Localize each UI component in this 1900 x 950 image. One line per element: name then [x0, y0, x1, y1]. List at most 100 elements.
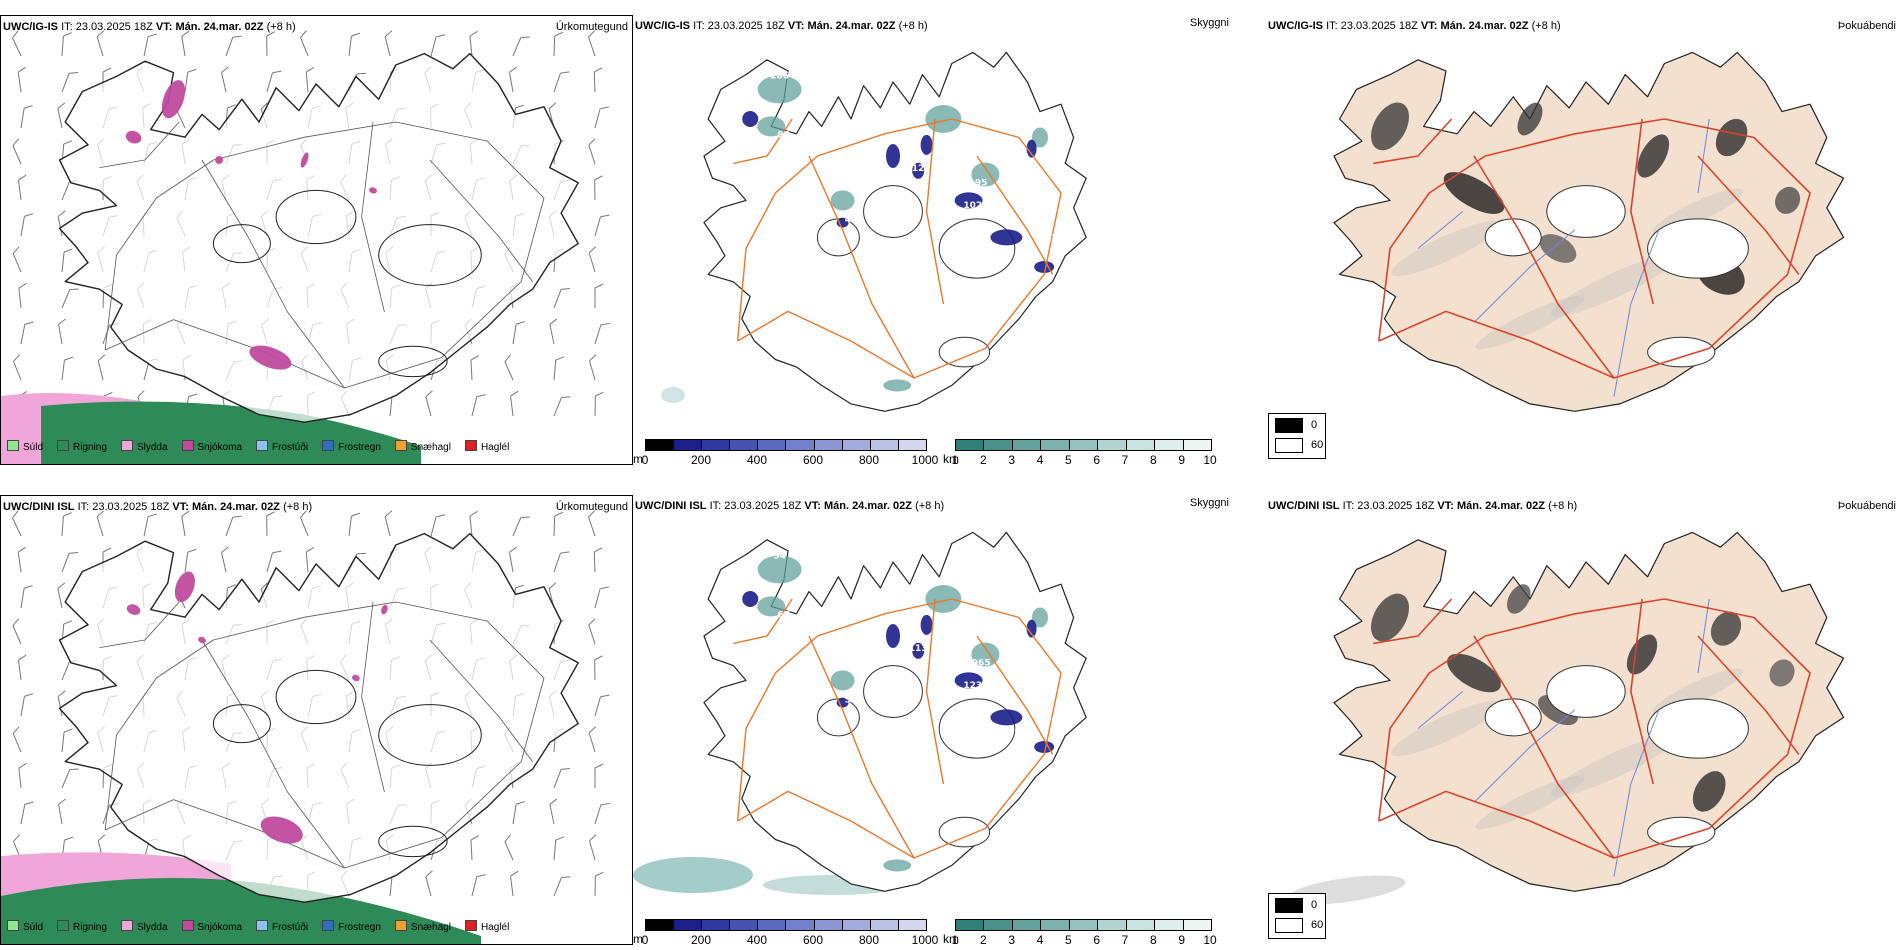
wind-barb	[594, 802, 610, 825]
colorbar-tick-label: 800	[858, 933, 880, 945]
panel-title: UWC/DINI ISL IT: 23.03.2025 18Z VT: Mán.…	[1268, 500, 1578, 512]
wind-barb	[553, 511, 564, 537]
colorbar-swatch	[1041, 920, 1070, 930]
colorbar-tick-label: 1	[951, 453, 959, 465]
glacier-outline	[938, 698, 1016, 759]
glacier-outline	[863, 665, 923, 718]
wind-barb	[594, 655, 603, 681]
low-visibility-patch	[912, 162, 925, 179]
colorbar-swatch	[1155, 440, 1184, 450]
road-line	[1630, 118, 1654, 305]
colorbar-unit: m	[633, 452, 643, 465]
visibility-value-label: 34	[773, 551, 786, 561]
legend-item: Súld	[7, 440, 43, 453]
colorbar-swatches	[955, 919, 1212, 931]
panel-title: UWC/IG-IS IT: 23.03.2025 18Z VT: Mán. 24…	[1268, 20, 1561, 32]
river-line	[1613, 229, 1660, 397]
snow-area	[215, 156, 224, 164]
colorbar-tick-label: 7	[1121, 453, 1129, 465]
legend-item: Haglél	[464, 440, 509, 453]
legend-item: Haglél	[464, 920, 509, 933]
legend-swatch	[255, 440, 268, 451]
visibility-patch	[971, 162, 1000, 187]
panel-title: UWC/IG-IS IT: 23.03.2025 18Z VT: Mán. 24…	[3, 21, 296, 33]
wind-barb	[20, 801, 34, 825]
visibility-colorbar-m: m 0 200 400 600 800 1000	[633, 435, 948, 465]
variable-label: Skyggni	[1189, 17, 1229, 29]
visibility-value-label: 123	[963, 681, 982, 691]
wind-barb	[20, 585, 33, 609]
road-line	[99, 121, 180, 168]
snow-area	[125, 130, 142, 144]
legend-item: Snjókoma	[181, 440, 242, 453]
colorbar-tick-label: 5	[1064, 933, 1072, 945]
legend-swatch	[394, 920, 407, 931]
colorbar-swatch	[842, 440, 871, 450]
low-visibility-patch	[920, 614, 933, 635]
low-visibility-patch	[1026, 139, 1037, 158]
wind-barb	[510, 390, 519, 417]
low-visibility-patch	[1034, 741, 1055, 753]
legend-item: Snjókoma	[181, 920, 242, 933]
wind-barb	[588, 510, 596, 537]
panel-title: UWC/DINI ISL IT: 23.03.2025 18Z VT: Mán.…	[3, 501, 313, 513]
legend-swatch	[322, 920, 335, 931]
visibility-patch	[830, 190, 855, 211]
low-visibility-patch	[912, 642, 925, 659]
wind-barb	[61, 71, 79, 93]
sea-visibility-patch	[633, 857, 753, 893]
legend-swatch	[464, 920, 477, 931]
fog-shading-light	[1550, 253, 1678, 318]
wind-barb	[305, 66, 315, 93]
visibility-patch	[883, 379, 912, 392]
visibility-patch	[883, 859, 912, 872]
wind-barb	[504, 354, 514, 381]
colorbar-swatch	[758, 920, 787, 930]
wind-barb	[593, 67, 603, 93]
wind-barb	[96, 510, 104, 537]
wind-barb	[430, 34, 446, 57]
wind-barb	[594, 391, 604, 417]
glacier-outline	[1484, 218, 1542, 257]
colorbar-swatch	[786, 440, 815, 450]
wind-barb	[594, 586, 610, 609]
fog-shading	[1769, 659, 1795, 687]
wind-barb	[18, 654, 27, 681]
fog-shading	[1447, 653, 1501, 693]
road-line	[733, 598, 793, 645]
wind-barb	[348, 512, 361, 537]
glacier-outline	[938, 336, 991, 368]
legend-item: Snæhagl	[394, 440, 451, 453]
visibility-value-label: 71	[1009, 245, 1022, 255]
visibility-patch	[1032, 127, 1048, 148]
colorbar-tick-label: 6	[1093, 453, 1100, 465]
road-line	[429, 639, 533, 762]
visibility-colorbar-km: km 1 2 3 4 5 6 7 8 9 10	[943, 915, 1233, 945]
glacier-outline	[1647, 816, 1716, 848]
wind-barb	[57, 102, 66, 129]
colorbar-tick-label: 200	[690, 453, 712, 465]
legend-swatch	[464, 440, 477, 451]
fog-legend-label: 60	[1311, 919, 1324, 931]
glacier-outline	[1647, 218, 1749, 279]
legend-label: Snæhagl	[410, 922, 451, 933]
legend-label: Frostúði	[271, 442, 309, 453]
wind-barb	[61, 288, 79, 309]
wind-barb	[305, 546, 315, 573]
colorbar-swatch	[646, 920, 675, 930]
colorbar-swatch	[702, 440, 731, 450]
glacier-outline	[1647, 698, 1749, 759]
wind-barb	[553, 767, 571, 789]
legend-label: Slydda	[136, 922, 168, 933]
colorbar-swatch	[758, 440, 787, 450]
wind-barb	[549, 318, 558, 345]
colorbar-swatches	[645, 439, 927, 451]
colorbar-tick-label: 10	[1203, 933, 1217, 945]
glacier-outline	[1484, 698, 1542, 737]
low-visibility-patch	[1026, 619, 1037, 638]
road-line	[976, 635, 1054, 755]
colorbar-swatch	[1183, 920, 1211, 930]
visibility-patch	[757, 75, 802, 104]
colorbar-swatch	[984, 440, 1013, 450]
wind-barb	[589, 354, 597, 381]
